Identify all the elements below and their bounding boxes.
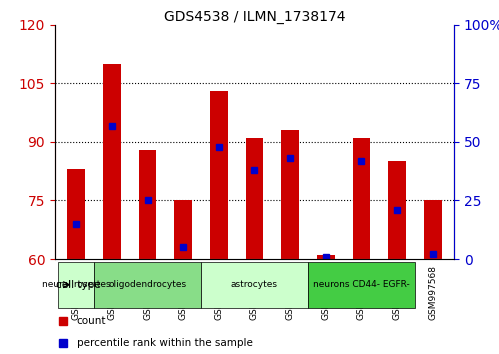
Bar <box>388 161 406 259</box>
Bar <box>308 262 415 308</box>
Bar <box>139 150 157 259</box>
Bar <box>58 262 94 308</box>
Bar <box>103 64 121 259</box>
Text: neurons CD44- EGFR-: neurons CD44- EGFR- <box>313 280 410 289</box>
Bar <box>352 138 370 259</box>
Text: cell type: cell type <box>55 280 100 290</box>
Text: oligodendrocytes: oligodendrocytes <box>108 280 187 289</box>
Bar <box>201 262 308 308</box>
Text: astrocytes: astrocytes <box>231 280 278 289</box>
Text: neural rosettes: neural rosettes <box>42 280 111 289</box>
Bar <box>94 262 201 308</box>
Bar <box>174 200 192 259</box>
Bar <box>424 200 442 259</box>
Bar <box>281 130 299 259</box>
Bar <box>67 169 85 259</box>
Bar <box>210 91 228 259</box>
Text: percentile rank within the sample: percentile rank within the sample <box>77 338 252 348</box>
Title: GDS4538 / ILMN_1738174: GDS4538 / ILMN_1738174 <box>164 10 345 24</box>
Text: count: count <box>77 316 106 326</box>
Bar <box>246 138 263 259</box>
Bar <box>317 255 335 259</box>
